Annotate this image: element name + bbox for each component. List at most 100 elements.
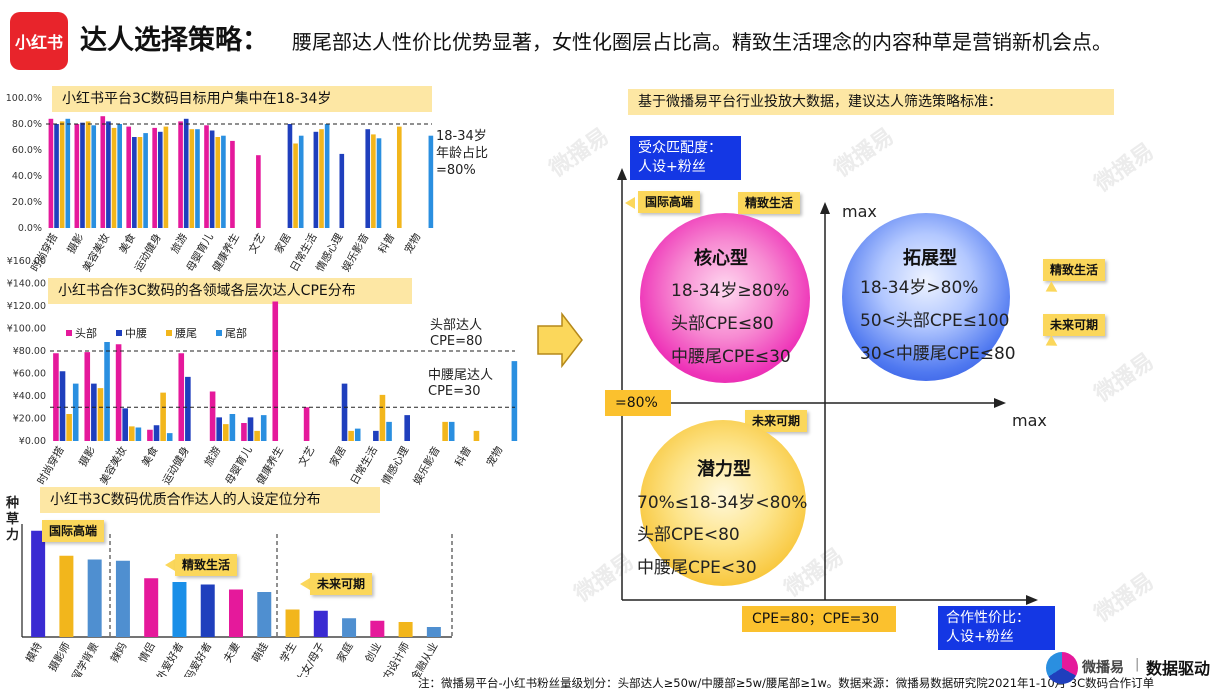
- xiaohongshu-logo: 小红书: [10, 12, 68, 70]
- expand-type-line: 50<头部CPE≤100: [860, 311, 1010, 331]
- core-type-line: 中腰尾CPE≤30: [671, 347, 791, 367]
- watermark: 微播易: [1090, 568, 1159, 628]
- tag-pointer: [1042, 281, 1058, 297]
- bar-腰尾: [97, 388, 104, 441]
- brand-name: 微播易: [1082, 660, 1124, 676]
- bar-头部: [209, 391, 216, 441]
- y-tick-label: ¥120.00: [7, 301, 46, 312]
- chart3-ylabel: 种草力: [6, 496, 20, 543]
- bar-腰尾: [111, 127, 117, 228]
- brand-divider: |: [1135, 657, 1140, 672]
- y-tick-label: ¥0.00: [19, 436, 46, 447]
- matrix-axes: [617, 168, 1038, 605]
- persona-bar: [31, 530, 46, 637]
- potential-type-line: 70%≤18-34岁<80%: [637, 493, 808, 513]
- chart1-title: 小红书平台3C数码目标用户集中在18-34岁: [52, 86, 432, 112]
- core-type-line: 18-34岁≥80%: [671, 281, 790, 301]
- bar-尾部: [354, 428, 361, 441]
- bar-头部: [126, 126, 132, 228]
- bar-尾部: [117, 124, 122, 228]
- x-category-label: 情感心理: [379, 444, 412, 486]
- x-category-label: 旅游: [168, 231, 190, 256]
- bar-头部: [303, 407, 310, 441]
- persona-bar: [370, 620, 385, 637]
- bar-腰尾: [85, 121, 91, 228]
- potential-type-title: 潜力型: [697, 459, 751, 480]
- y-tick-label: ¥60.00: [13, 369, 46, 380]
- bar-中腰: [339, 153, 345, 228]
- tag-pointer: [300, 578, 310, 590]
- cpe80-annotation: 头部达人 CPE=80: [430, 318, 483, 350]
- persona-bar: [115, 560, 130, 637]
- y-tick-label: ¥40.00: [13, 391, 46, 402]
- x-category-label: 留学背景: [69, 640, 101, 677]
- bar-尾部: [511, 361, 518, 441]
- tag-pointer: [165, 559, 175, 571]
- x-category-label: 家居: [327, 444, 349, 469]
- eighty-percent-box: =80%: [605, 390, 671, 416]
- bar-头部: [178, 353, 185, 441]
- x-category-label: 家庭: [334, 640, 356, 665]
- bar-腰尾: [163, 126, 169, 228]
- y-tick-label: ¥140.00: [7, 279, 46, 290]
- x-category-label: 文艺: [296, 444, 318, 469]
- bar-中腰: [404, 415, 410, 441]
- bar-头部: [84, 352, 91, 441]
- expand-type-circle: [842, 213, 1010, 381]
- bar-腰尾: [396, 126, 402, 228]
- axis-box-line: 合作性价比：: [946, 610, 1030, 626]
- bar-腰尾: [254, 430, 260, 441]
- bar-尾部: [428, 135, 434, 228]
- tag-refined-life: 精致生活: [1043, 259, 1106, 281]
- y-tick-label: 80.0%: [12, 119, 42, 130]
- bar-中腰: [209, 130, 215, 228]
- weiboyi-logo-icon: [1046, 652, 1078, 684]
- legend-label: 尾部: [225, 326, 247, 340]
- x-category-label: 美食: [116, 231, 138, 256]
- bar-尾部: [143, 133, 148, 228]
- y-tick-label: ¥160.00: [7, 256, 46, 267]
- footer-note: 注：微播易平台-小红书粉丝量级划分：头部达人≥50w/中腰部≥5w/腰尾部≥1w…: [418, 676, 1155, 690]
- bar-腰尾: [348, 430, 354, 441]
- bar-腰尾: [222, 424, 229, 441]
- bar-腰尾: [371, 134, 376, 228]
- x-category-label: 摄影: [76, 444, 98, 469]
- bar-头部: [48, 118, 54, 228]
- bar-头部: [230, 140, 235, 228]
- bar-中腰: [373, 430, 379, 441]
- x-category-label: 时尚穿搭: [34, 444, 67, 486]
- x-category-label: 运动健身: [160, 444, 192, 486]
- x-category-label: 科普: [376, 231, 398, 256]
- bar-中腰: [287, 124, 293, 228]
- bar-头部: [74, 124, 80, 228]
- x-category-label: 宠物: [402, 231, 424, 256]
- bar-中腰: [365, 129, 371, 228]
- bar-中腰: [80, 122, 85, 228]
- chart3-title: 小红书3C数码优质合作达人的人设定位分布: [40, 487, 380, 513]
- bar-腰尾: [137, 137, 143, 228]
- legend-swatch: [216, 330, 222, 336]
- strategy-banner: 基于微播易平台行业投放大数据，建议达人筛选策略标准：: [628, 89, 1114, 115]
- bar-头部: [241, 423, 247, 441]
- x-category-label: 大女/母子: [293, 640, 327, 677]
- bar-中腰: [216, 417, 222, 441]
- bar-尾部: [324, 124, 330, 228]
- persona-bar: [59, 555, 74, 637]
- x-category-label: 创业: [362, 640, 384, 665]
- watermark: 微播易: [1090, 348, 1159, 408]
- y-tick-label: 40.0%: [12, 171, 42, 182]
- right-arrow-icon: [537, 312, 583, 368]
- bar-尾部: [195, 129, 200, 228]
- x-category-label: 情侣: [136, 640, 158, 665]
- annotation-line: CPE=30: [428, 384, 481, 399]
- persona-bar: [285, 609, 300, 637]
- annotation-line: 年龄占比: [436, 146, 489, 161]
- bar-中腰: [132, 137, 137, 228]
- brand-slogan: 数据驱动: [1146, 659, 1211, 678]
- legend-swatch: [166, 330, 172, 336]
- bar-头部: [256, 155, 261, 228]
- core-type-title: 核心型: [694, 248, 748, 269]
- expand-type-line: 30<中腰尾CPE≤80: [860, 344, 1016, 364]
- persona-bar: [144, 578, 159, 637]
- y-tick-label: ¥80.00: [13, 346, 46, 357]
